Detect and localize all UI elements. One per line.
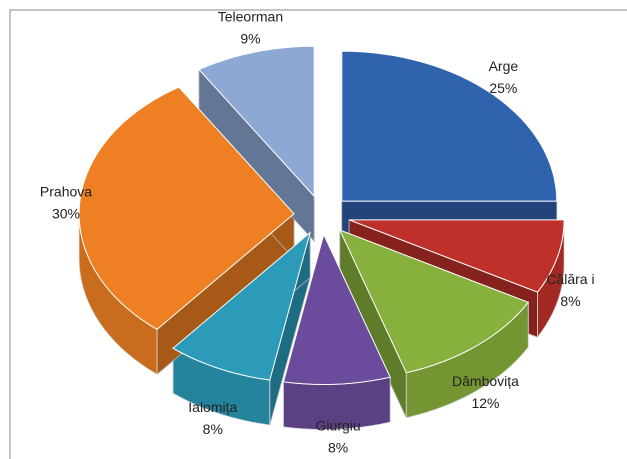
slice-label: Giurgiu (316, 417, 361, 433)
slice (198, 45, 315, 198)
slice (172, 231, 311, 381)
slice-label: Călăra i (546, 271, 594, 287)
slice-label: Arge (489, 58, 519, 74)
chart-frame (9, 9, 627, 459)
slice-value-label: 30% (52, 205, 80, 221)
slice (338, 229, 530, 374)
slice-value-label: 9% (240, 30, 260, 46)
slice-value-label: 12% (471, 395, 499, 411)
slice (348, 219, 565, 293)
slice-label: Teleorman (218, 8, 283, 24)
slice (282, 233, 391, 385)
slice (341, 50, 558, 202)
slice-value-label: 25% (489, 80, 517, 96)
slice-value-label: 8% (203, 421, 223, 437)
slice-label: Dâmbovița (452, 373, 519, 389)
slice-label: Ialomița (188, 399, 237, 415)
slice-value-label: 8% (560, 293, 580, 309)
slice (78, 86, 295, 330)
slice-label: Prahova (40, 183, 92, 199)
slice-value-label: 8% (328, 439, 348, 455)
